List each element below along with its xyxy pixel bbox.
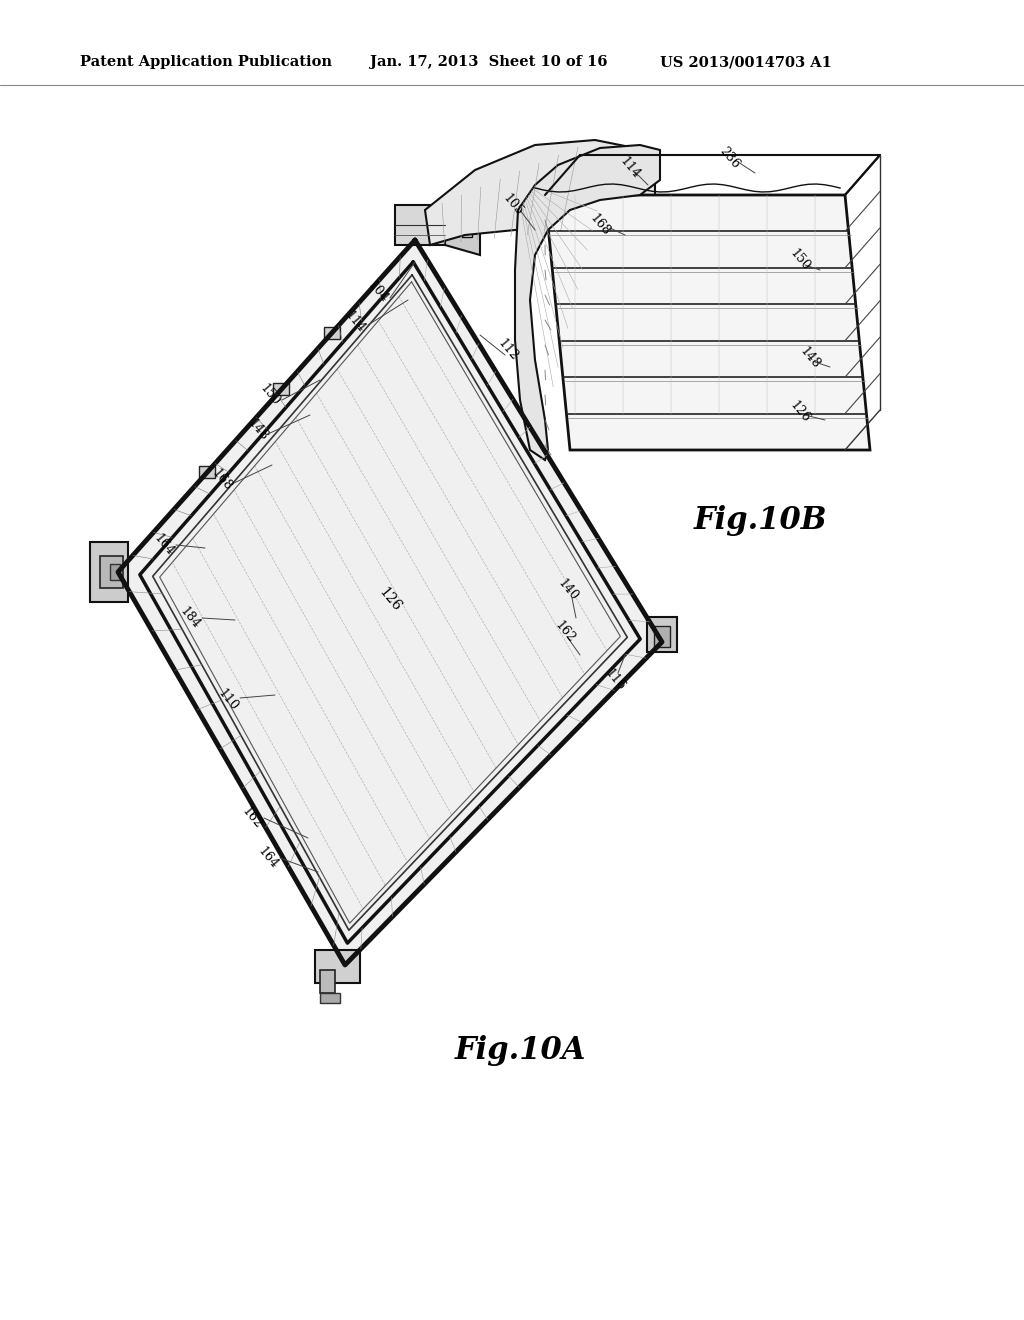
Text: 105: 105 <box>501 191 525 218</box>
Polygon shape <box>118 240 662 965</box>
Text: 168: 168 <box>588 211 612 239</box>
Polygon shape <box>199 466 215 478</box>
Polygon shape <box>515 145 660 459</box>
Text: 162: 162 <box>240 805 264 832</box>
Text: 114: 114 <box>342 309 368 335</box>
Text: 110: 110 <box>215 686 241 713</box>
Polygon shape <box>545 195 870 450</box>
Text: 184: 184 <box>177 605 203 631</box>
Text: Jan. 17, 2013  Sheet 10 of 16: Jan. 17, 2013 Sheet 10 of 16 <box>370 55 607 69</box>
Polygon shape <box>273 383 290 396</box>
Text: 162: 162 <box>552 619 578 645</box>
Text: Fig.10A: Fig.10A <box>455 1035 586 1065</box>
Polygon shape <box>449 223 458 234</box>
Text: 112: 112 <box>496 337 520 363</box>
Polygon shape <box>654 626 670 647</box>
Text: 114: 114 <box>617 154 643 181</box>
Text: 168: 168 <box>209 467 234 494</box>
Text: 164: 164 <box>255 845 281 871</box>
Polygon shape <box>315 950 360 983</box>
Polygon shape <box>90 543 128 602</box>
Text: 150: 150 <box>787 247 813 273</box>
Text: 148: 148 <box>798 345 822 371</box>
Polygon shape <box>647 616 677 652</box>
Polygon shape <box>462 227 472 238</box>
Polygon shape <box>100 556 123 587</box>
Text: 164: 164 <box>152 532 177 558</box>
Text: 236: 236 <box>718 145 742 172</box>
Text: US 2013/0014703 A1: US 2013/0014703 A1 <box>660 55 831 69</box>
Text: 126: 126 <box>787 399 813 425</box>
Text: Fig.10B: Fig.10B <box>693 504 826 536</box>
Polygon shape <box>110 564 120 579</box>
Text: 140: 140 <box>555 577 581 603</box>
Polygon shape <box>324 327 340 339</box>
Polygon shape <box>319 970 335 993</box>
Polygon shape <box>425 140 655 246</box>
Circle shape <box>415 216 425 227</box>
Text: 150: 150 <box>257 381 283 408</box>
Polygon shape <box>445 210 480 255</box>
Text: Patent Application Publication: Patent Application Publication <box>80 55 332 69</box>
Text: 116: 116 <box>602 667 628 693</box>
Text: 104: 104 <box>366 279 391 305</box>
Text: 126: 126 <box>376 585 403 615</box>
Polygon shape <box>395 205 445 246</box>
Polygon shape <box>319 993 340 1003</box>
Text: 148: 148 <box>246 417 270 444</box>
